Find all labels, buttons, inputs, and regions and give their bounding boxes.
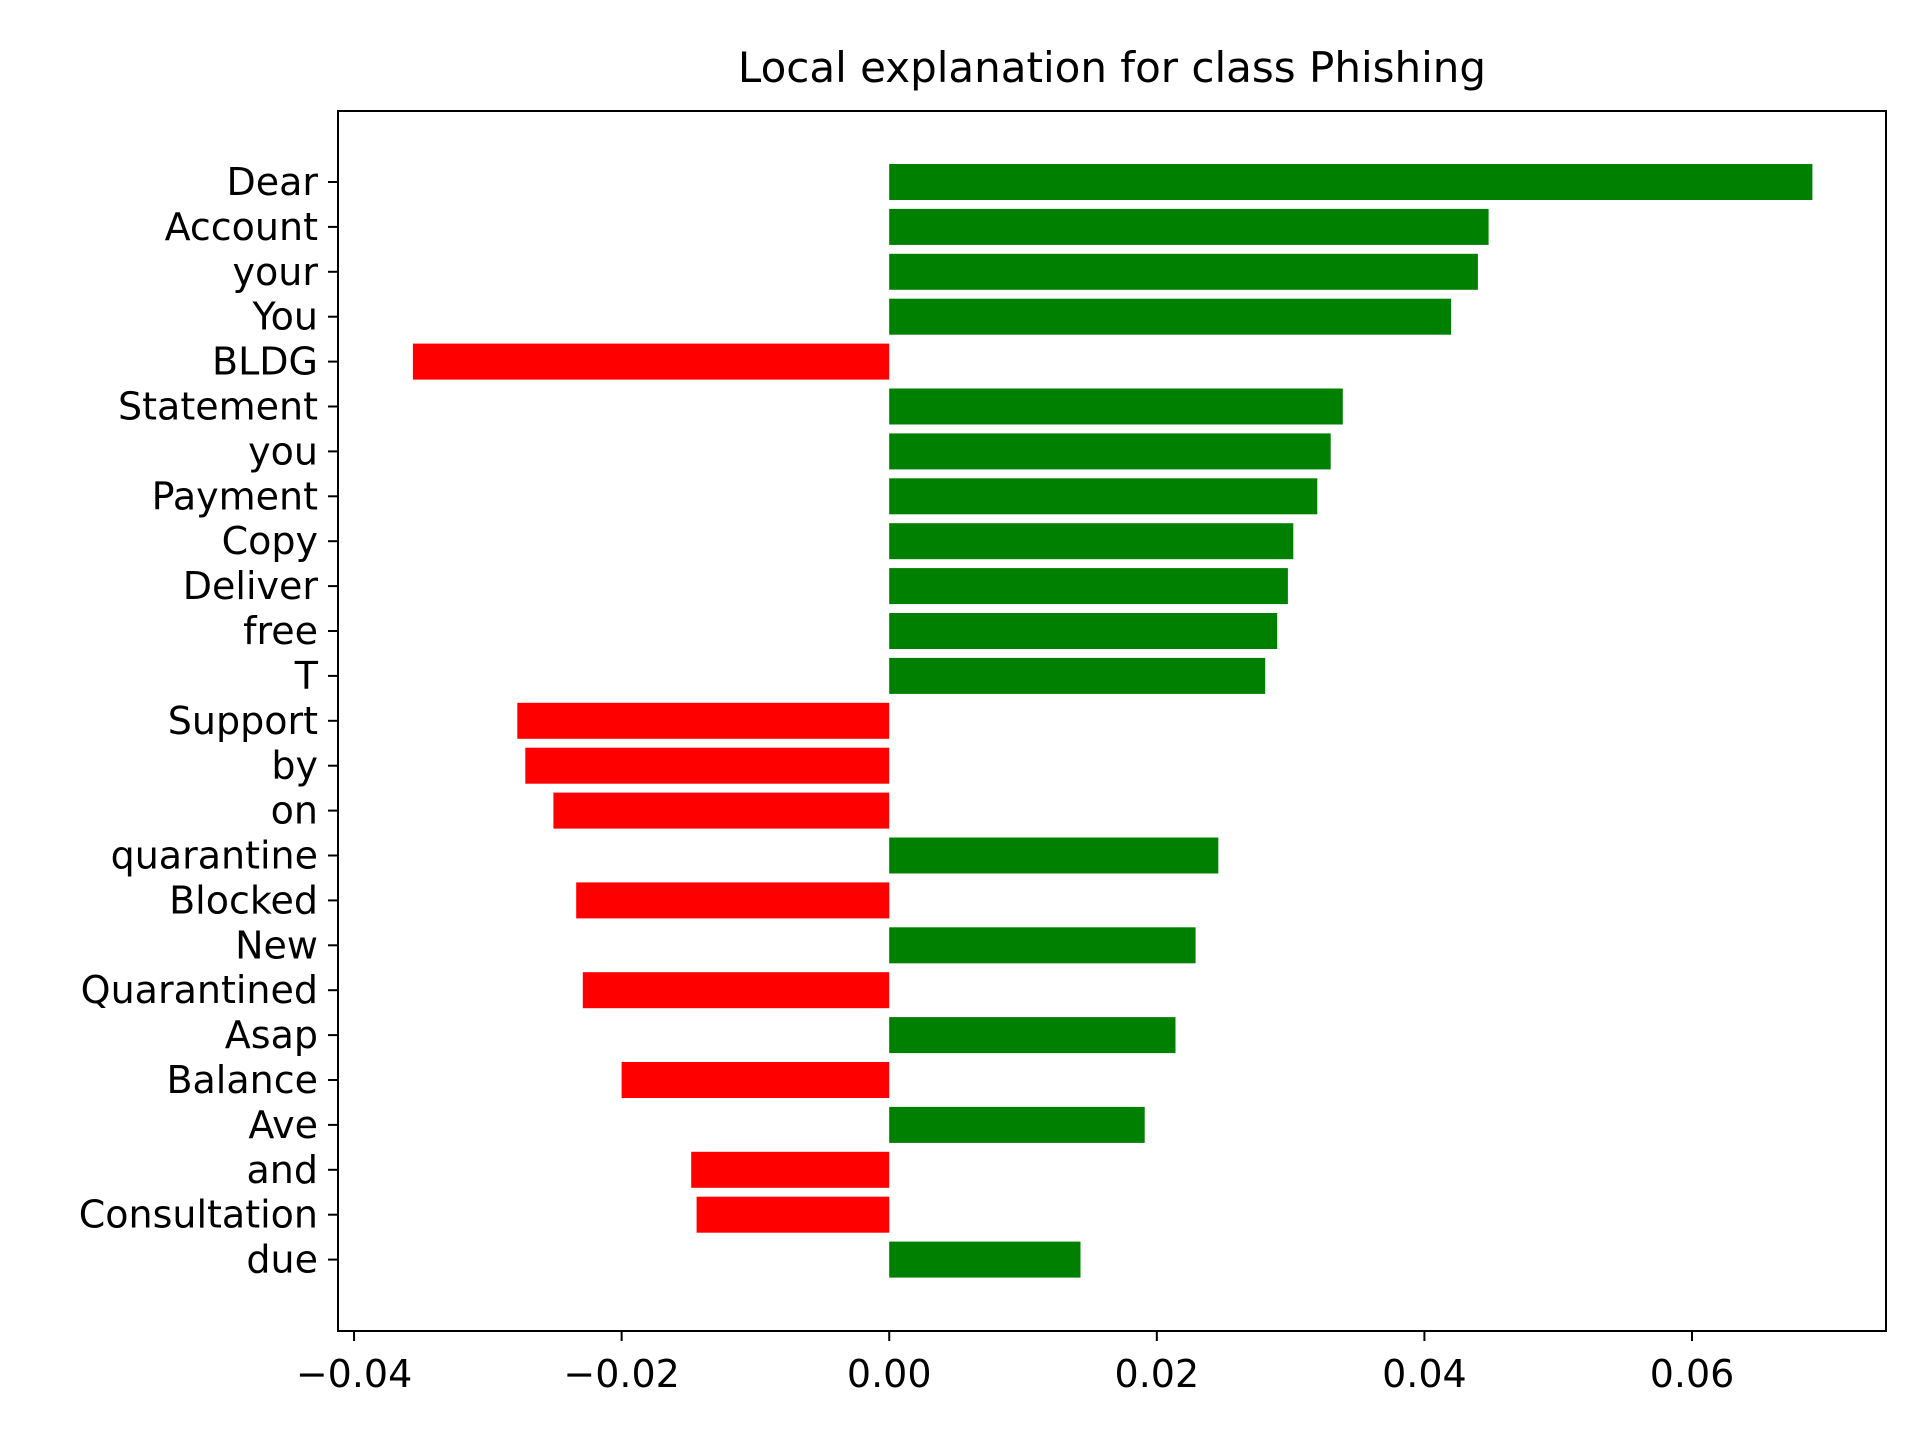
bar-account — [889, 208, 1489, 245]
bars-layer — [412, 164, 1813, 1278]
y-tick-label: T — [294, 654, 319, 698]
x-tick-label: 0.00 — [847, 1352, 932, 1396]
bar-and — [691, 1151, 890, 1188]
y-tick-label: Statement — [118, 385, 318, 429]
bar-ave — [889, 1106, 1145, 1143]
x-tick-label: −0.04 — [296, 1352, 412, 1396]
bar-consultation — [696, 1196, 890, 1233]
bar-deliver — [889, 568, 1288, 605]
y-tick-label: Deliver — [183, 564, 319, 608]
bar-blocked — [576, 882, 890, 919]
bar-new — [889, 927, 1196, 964]
bar-payment — [889, 478, 1318, 515]
bar-copy — [889, 523, 1294, 560]
bar-free — [889, 613, 1278, 649]
bar-quarantined — [582, 972, 890, 1009]
y-tick-label: on — [271, 789, 318, 833]
plot-frame — [337, 110, 1887, 1332]
bar-bldg — [412, 343, 890, 380]
y-tick-label: You — [252, 295, 319, 339]
bar-your — [889, 253, 1478, 290]
y-tick-label: Copy — [222, 519, 318, 563]
x-tick-label: −0.02 — [563, 1352, 679, 1396]
y-tick-label: Blocked — [169, 878, 318, 922]
bar-on — [553, 792, 890, 829]
bar-due — [889, 1241, 1081, 1278]
y-tick-label: Ave — [248, 1103, 318, 1147]
bar-balance — [621, 1062, 890, 1098]
y-tick-label: free — [243, 609, 318, 653]
y-tick-label: you — [248, 429, 318, 473]
y-axis-ticks: DearAccountyourYouBLDGStatementyouPaymen… — [79, 160, 338, 1282]
y-tick-label: Quarantined — [81, 968, 318, 1012]
y-tick-label: Asap — [225, 1013, 318, 1057]
y-tick-label: your — [233, 250, 319, 294]
y-tick-label: BLDG — [212, 340, 318, 384]
bar-quarantine — [889, 837, 1219, 874]
y-tick-label: by — [271, 744, 318, 788]
y-tick-label: Balance — [166, 1058, 318, 1102]
bar-you — [889, 433, 1331, 470]
bar-you — [889, 298, 1452, 335]
bar-dear — [889, 164, 1813, 200]
y-tick-label: and — [247, 1148, 319, 1192]
bar-statement — [889, 388, 1343, 425]
y-tick-label: quarantine — [111, 834, 318, 878]
y-tick-label: Support — [168, 699, 318, 743]
bar-asap — [889, 1017, 1176, 1054]
y-tick-label: Consultation — [79, 1193, 318, 1237]
y-tick-label: due — [246, 1238, 318, 1282]
x-axis-ticks: −0.04 −0.02 0.00 0.02 0.04 0.06 — [296, 1331, 1734, 1396]
y-tick-label: Dear — [226, 160, 318, 204]
x-tick-label: 0.02 — [1115, 1352, 1200, 1396]
x-tick-label: 0.04 — [1382, 1352, 1467, 1396]
bar-support — [517, 702, 890, 739]
y-tick-label: Account — [165, 205, 318, 249]
bar-t — [889, 657, 1266, 694]
chart-title: Local explanation for class Phishing — [738, 43, 1486, 92]
y-tick-label: Payment — [152, 474, 318, 518]
y-tick-label: New — [235, 923, 318, 967]
x-tick-label: 0.06 — [1650, 1352, 1735, 1396]
bar-by — [525, 747, 890, 784]
